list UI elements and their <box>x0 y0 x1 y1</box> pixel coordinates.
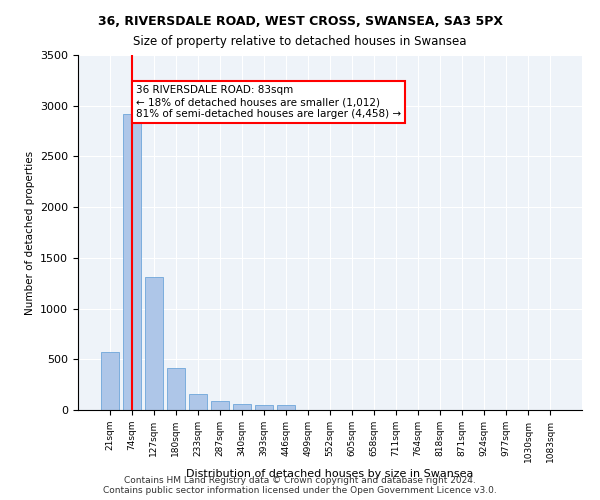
Text: 36 RIVERSDALE ROAD: 83sqm
← 18% of detached houses are smaller (1,012)
81% of se: 36 RIVERSDALE ROAD: 83sqm ← 18% of detac… <box>136 86 401 118</box>
Bar <box>211 402 229 410</box>
Bar <box>233 404 251 410</box>
Text: Size of property relative to detached houses in Swansea: Size of property relative to detached ho… <box>133 35 467 48</box>
Bar <box>167 368 185 410</box>
Bar <box>189 394 206 410</box>
Text: Contains HM Land Registry data © Crown copyright and database right 2024.
Contai: Contains HM Land Registry data © Crown c… <box>103 476 497 495</box>
Bar <box>123 114 140 410</box>
Bar <box>101 352 119 410</box>
Text: 36, RIVERSDALE ROAD, WEST CROSS, SWANSEA, SA3 5PX: 36, RIVERSDALE ROAD, WEST CROSS, SWANSEA… <box>97 15 503 28</box>
X-axis label: Distribution of detached houses by size in Swansea: Distribution of detached houses by size … <box>187 469 473 479</box>
Bar <box>277 406 295 410</box>
Bar <box>255 405 273 410</box>
Y-axis label: Number of detached properties: Number of detached properties <box>25 150 35 314</box>
Bar <box>145 277 163 410</box>
